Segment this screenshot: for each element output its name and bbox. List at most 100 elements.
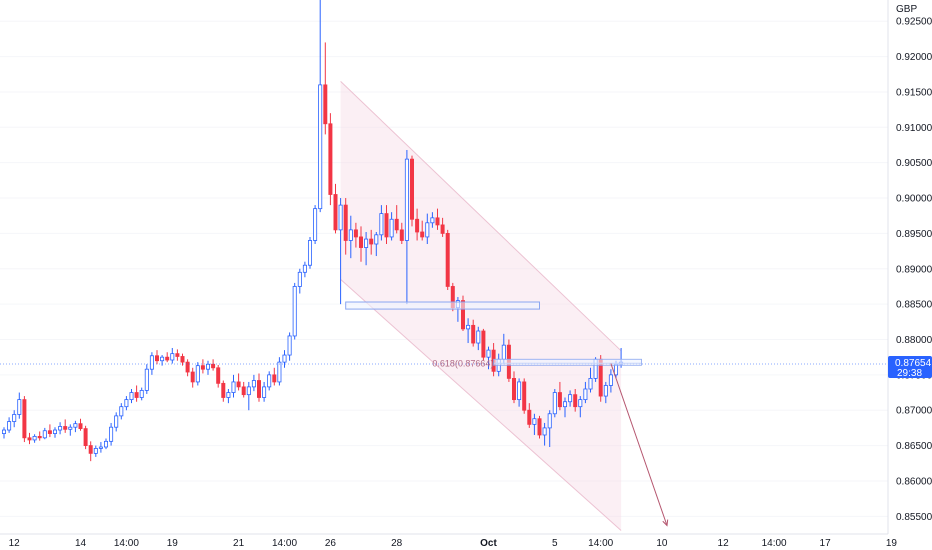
candle-body: [379, 213, 384, 236]
candle-body: [445, 233, 450, 287]
candle: [608, 369, 613, 393]
candle-body: [27, 437, 32, 441]
candle: [353, 222, 358, 248]
candle: [134, 385, 139, 402]
candle: [415, 208, 420, 241]
candle: [307, 236, 312, 269]
candle: [195, 362, 200, 386]
candle: [221, 380, 226, 402]
candle-body: [78, 423, 83, 430]
candle-body: [104, 440, 109, 448]
candle-body: [160, 356, 165, 362]
channel-lower-line[interactable]: [340, 279, 622, 531]
candle: [22, 396, 27, 443]
time-axis[interactable]: 12 14 14:00 19 21 14:00 26 28 Oct 5 14:00 10 12 14:00…: [9, 538, 898, 549]
candle-body: [583, 388, 588, 401]
candle: [364, 231, 369, 266]
candle: [246, 381, 251, 411]
candle: [104, 438, 109, 450]
y-tick-label: 0.92000: [896, 52, 932, 63]
candle-body: [256, 380, 261, 398]
candle: [251, 374, 256, 392]
candle-body: [568, 394, 573, 403]
candle-body: [73, 423, 78, 428]
x-tick-label: 14:00: [272, 538, 297, 549]
candle-body: [221, 382, 226, 398]
candle-body: [267, 374, 272, 388]
candle-body: [195, 365, 200, 383]
candle-body: [435, 217, 440, 226]
rectangle-zone[interactable]: [345, 301, 541, 310]
candle: [527, 403, 532, 428]
candle-body: [512, 377, 517, 401]
x-tick-label: Oct: [480, 538, 497, 549]
candle: [129, 389, 134, 404]
candle-body: [481, 330, 486, 358]
candle: [88, 441, 93, 462]
candle: [358, 226, 363, 262]
candle: [282, 350, 287, 368]
candle: [486, 346, 491, 370]
candle-body: [476, 330, 481, 344]
candle: [481, 328, 486, 361]
candle-body: [399, 229, 404, 241]
bar-countdown-label: 29:38: [897, 368, 922, 379]
candle: [17, 392, 22, 419]
candle-body: [430, 217, 435, 224]
candle-body: [226, 392, 231, 398]
candle-body: [307, 240, 312, 266]
x-tick-label: 12: [9, 538, 21, 549]
x-tick-label: 14:00: [762, 538, 787, 549]
fib-level-box[interactable]: [493, 358, 642, 366]
candle: [343, 198, 348, 255]
candle-body: [460, 300, 465, 330]
x-tick-label: 14:00: [114, 538, 139, 549]
candle: [369, 229, 374, 255]
candle-body: [134, 392, 139, 398]
candle-body: [313, 208, 318, 241]
candle-body: [374, 234, 379, 245]
y-tick-label: 0.88500: [896, 300, 932, 311]
x-tick-label: 12: [718, 538, 730, 549]
candle-body: [144, 368, 149, 391]
candle: [435, 208, 440, 230]
current-price-marker: 0.87654 29:38: [888, 355, 932, 379]
candle-body: [323, 84, 328, 125]
candle-body: [175, 353, 180, 357]
projection-arrow-line[interactable]: [610, 363, 668, 526]
candle: [389, 212, 394, 241]
candle: [374, 231, 379, 257]
x-tick-label: 28: [391, 538, 403, 549]
candle-body: [466, 324, 471, 330]
candle: [557, 381, 562, 411]
candle-body: [404, 158, 409, 241]
candle-body: [318, 84, 323, 210]
candle: [603, 381, 608, 404]
candle-body: [53, 429, 58, 434]
x-tick-label: 10: [656, 538, 668, 549]
candle: [302, 261, 307, 278]
candles: [2, 0, 624, 462]
candle-body: [7, 421, 12, 431]
x-tick-label: 17: [820, 538, 832, 549]
candle: [47, 424, 52, 438]
candle-body: [32, 435, 37, 441]
candle: [267, 371, 272, 391]
candle: [144, 364, 149, 394]
candle-body: [343, 204, 348, 241]
candle: [175, 349, 180, 361]
candle-body: [292, 286, 297, 337]
y-tick-label: 0.89500: [896, 229, 932, 240]
candle-body: [200, 365, 205, 370]
channel-upper-line[interactable]: [340, 80, 622, 352]
candle: [466, 318, 471, 344]
fib-level-label: 0.618(0.87664): [432, 358, 493, 368]
candle: [93, 445, 98, 457]
price-axis[interactable]: 0.92500 0.92000 0.91500 0.91000 0.90500 0.900…: [896, 17, 932, 523]
candle-body: [384, 213, 389, 238]
candle-body: [501, 344, 506, 360]
candle: [154, 350, 159, 365]
candle: [241, 381, 246, 398]
candle-body: [17, 399, 22, 415]
x-tick-label: 14: [75, 538, 87, 549]
